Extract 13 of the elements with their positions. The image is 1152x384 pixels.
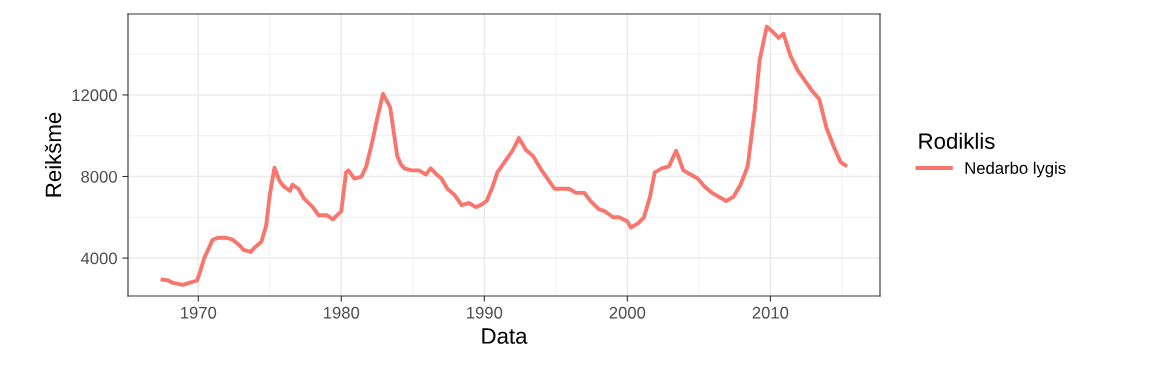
x-tick-label: 1970 xyxy=(181,306,217,319)
y-tick-label: 8000 xyxy=(81,170,117,183)
legend-title: Rodiklis xyxy=(919,132,995,150)
legend-label: Nedarbo lygis xyxy=(965,161,1066,178)
x-tick-label: 2000 xyxy=(609,306,646,319)
x-axis-title: Data xyxy=(482,328,528,344)
y-tick-label: 4000 xyxy=(80,252,117,265)
y-axis-title: Reikšmė xyxy=(44,112,62,197)
x-tick-label: 2010 xyxy=(752,306,789,319)
y-tick-label: 12000 xyxy=(72,89,117,102)
line-series xyxy=(160,24,848,287)
x-tick-label: 1980 xyxy=(324,306,360,319)
x-tick-label: 1990 xyxy=(467,306,503,319)
